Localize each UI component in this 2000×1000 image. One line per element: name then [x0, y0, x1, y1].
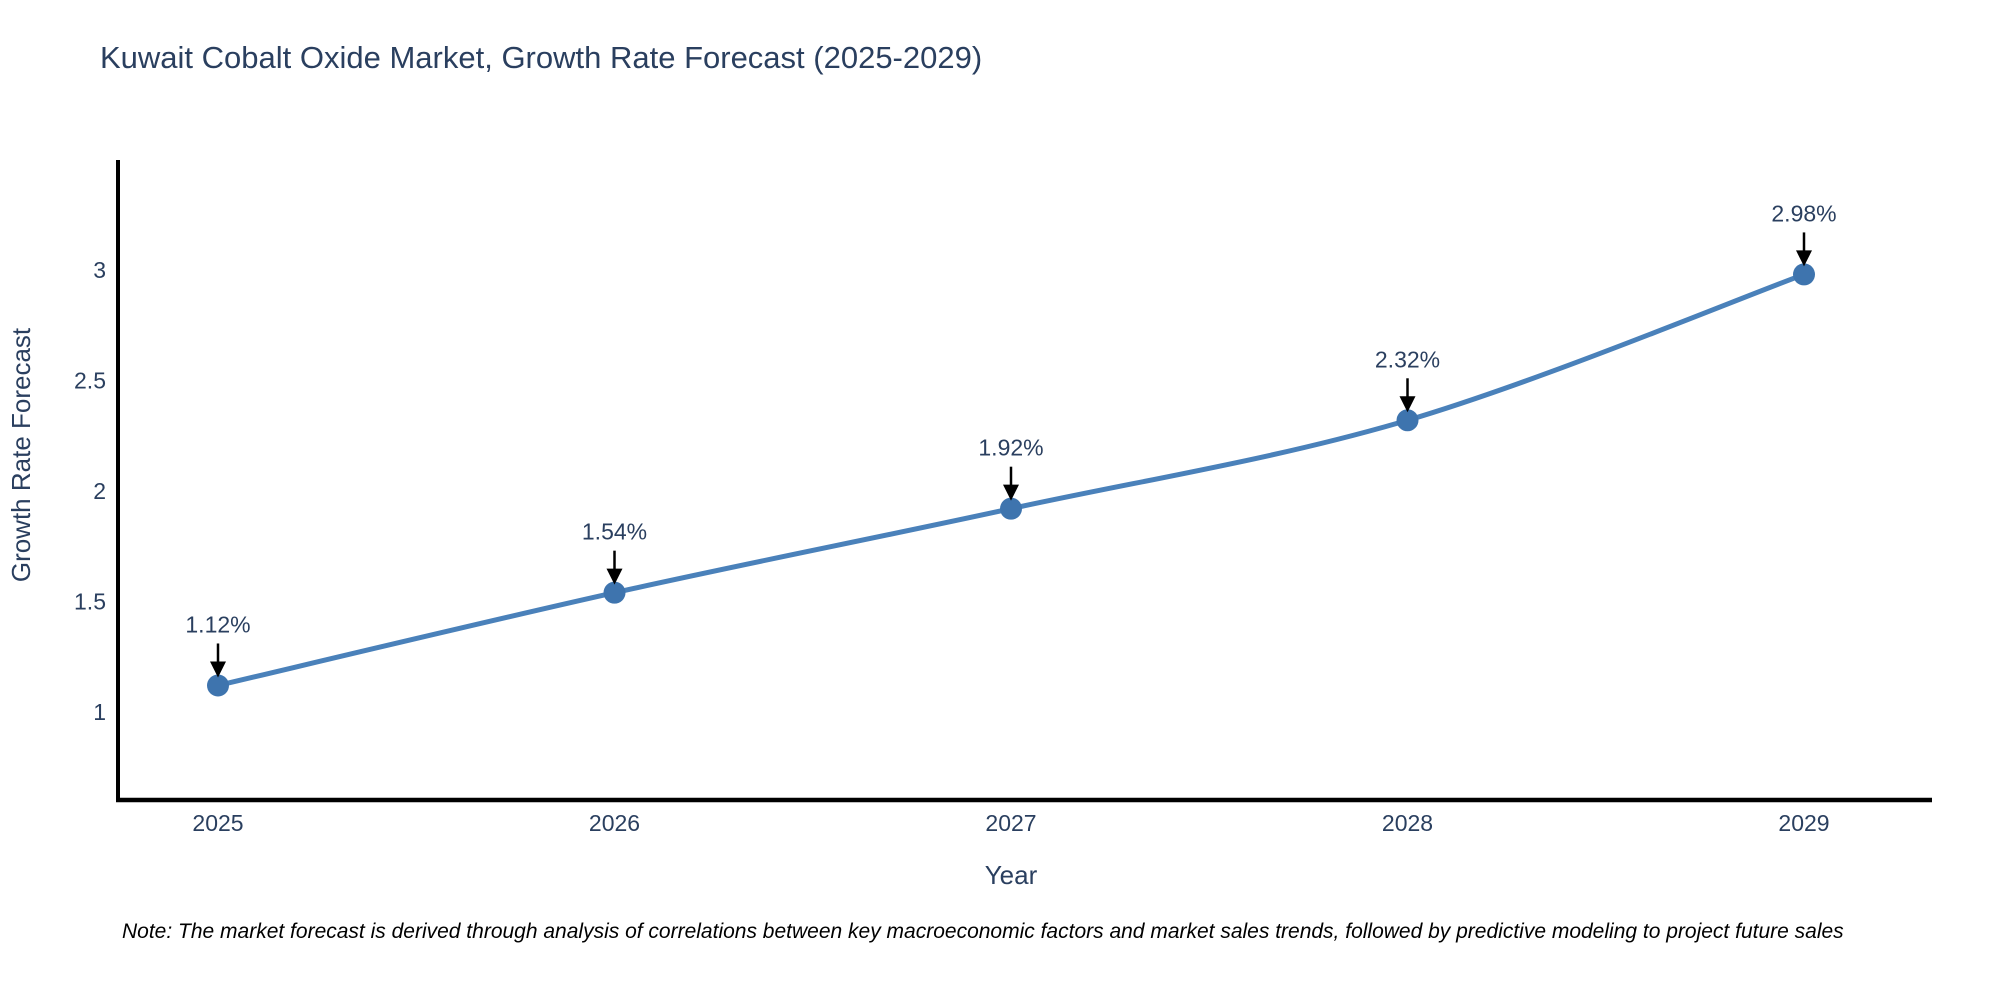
y-axis-title: Growth Rate Forecast — [6, 327, 36, 582]
y-tick-label: 3 — [93, 257, 106, 283]
annotation-arrowhead — [210, 661, 226, 678]
y-axis-ticks: 1 1.5 2 2.5 3 — [74, 257, 106, 725]
data-series — [207, 263, 1815, 697]
axes — [116, 160, 1932, 803]
data-point-marker[interactable] — [1396, 409, 1419, 432]
y-tick-label: 2.5 — [74, 368, 106, 394]
point-annotation-label: 1.54% — [582, 519, 647, 545]
x-tick-label: 2029 — [1778, 810, 1829, 836]
x-tick-label: 2027 — [985, 810, 1036, 836]
annotation-arrowhead — [1003, 484, 1019, 501]
annotation-arrowhead — [606, 568, 623, 585]
data-point-marker[interactable] — [1000, 497, 1022, 520]
point-annotation-label: 1.12% — [185, 611, 250, 637]
x-axis-ticks: 2025 2026 2027 2028 2029 — [192, 810, 1829, 836]
annotation-arrowhead — [1796, 250, 1812, 267]
x-tick-label: 2028 — [1382, 810, 1433, 836]
y-tick-label: 1 — [93, 699, 106, 725]
chart-title: Kuwait Cobalt Oxide Market, Growth Rate … — [100, 40, 982, 75]
x-tick-label: 2025 — [192, 810, 243, 836]
point-annotation-label: 2.32% — [1375, 346, 1440, 372]
data-point-marker[interactable] — [207, 674, 229, 697]
x-tick-label: 2026 — [589, 810, 640, 836]
point-annotation-label: 2.98% — [1771, 200, 1836, 226]
footnote: Note: The market forecast is derived thr… — [122, 920, 1844, 943]
y-tick-label: 2 — [93, 478, 106, 504]
annotation-arrowhead — [1399, 396, 1416, 413]
y-tick-label: 1.5 — [74, 589, 106, 615]
data-point-marker[interactable] — [1793, 263, 1815, 286]
x-axis-title: Year — [985, 860, 1038, 890]
data-point-marker[interactable] — [603, 581, 626, 604]
point-annotation-label: 1.92% — [978, 435, 1043, 461]
point-annotations: 1.12% 1.54% 1.92% 2.32% 2.98% — [185, 200, 1837, 678]
